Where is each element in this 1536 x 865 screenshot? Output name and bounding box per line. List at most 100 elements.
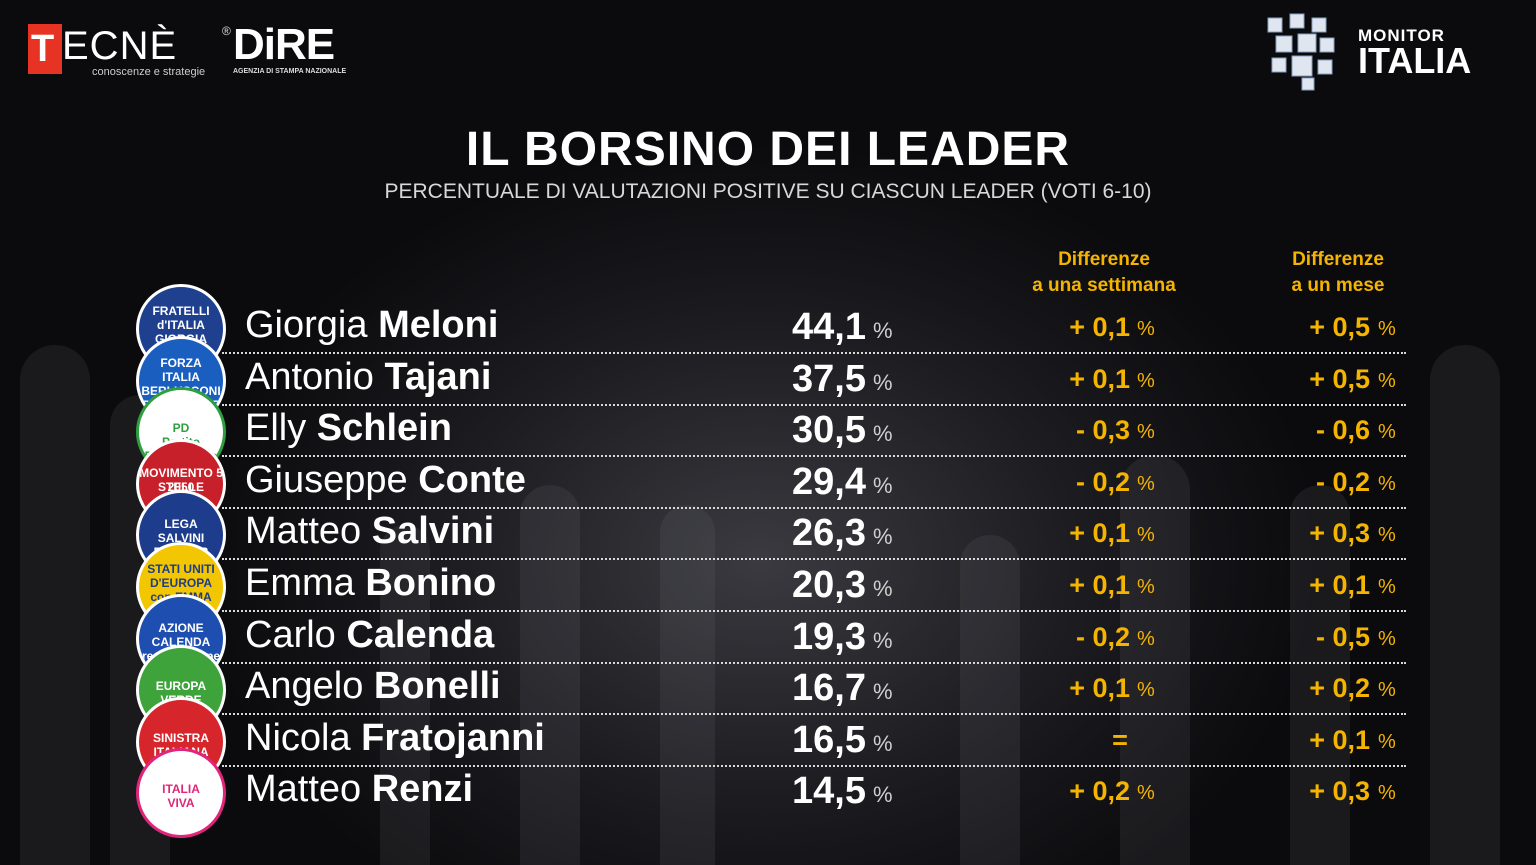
table-row: Nicola Fratojanni 16,5% = + 0,1% bbox=[0, 715, 1536, 767]
leader-last-name: Salvini bbox=[371, 510, 495, 553]
approval-value: 16,5 bbox=[792, 718, 866, 761]
table-row: Matteo Salvini 26,3% + 0,1% + 0,3% bbox=[0, 508, 1536, 560]
diff-month-value: + 0,1 bbox=[1309, 570, 1370, 600]
leader-name: Carlo Calenda bbox=[245, 612, 494, 658]
leader-name: Emma Bonino bbox=[245, 560, 496, 606]
approval-unit: % bbox=[873, 472, 893, 498]
approval-unit: % bbox=[873, 524, 893, 550]
diff-week-unit: % bbox=[1137, 679, 1155, 702]
leader-first-name: Giuseppe bbox=[245, 458, 408, 501]
party-logo-text: FRATELLI bbox=[152, 304, 210, 318]
diff-week-value: - 0,2 bbox=[1075, 466, 1130, 497]
table-row: Giuseppe Conte 29,4% - 0,2% - 0,2% bbox=[0, 457, 1536, 509]
diff-month-unit: % bbox=[1378, 318, 1396, 340]
leader-last-name: Renzi bbox=[371, 768, 474, 811]
leader-first-name: Elly bbox=[245, 407, 307, 450]
diff-week-unit: % bbox=[1137, 472, 1155, 495]
party-logo-text: CALENDA bbox=[151, 634, 211, 649]
leader-last-name: Bonelli bbox=[373, 665, 501, 708]
diff-month-unit: % bbox=[1378, 472, 1396, 495]
diff-week-unit: % bbox=[1137, 369, 1155, 392]
tecne-mark: T bbox=[31, 28, 55, 70]
table-row: Matteo Renzi 14,5% + 0,2% + 0,3% bbox=[0, 766, 1536, 818]
approval-unit: % bbox=[873, 679, 893, 705]
party-logo-text: LEGA bbox=[164, 517, 198, 532]
party-logo-text: D'EUROPA bbox=[150, 576, 212, 590]
table-row: Antonio Tajani 37,5% + 0,1% + 0,5% bbox=[0, 354, 1536, 406]
leader-name: Elly Schlein bbox=[245, 405, 452, 451]
leader-last-name: Conte bbox=[418, 458, 526, 501]
dire-tagline: AGENZIA DI STAMPA NAZIONALE bbox=[233, 68, 347, 75]
diff-month-value: + 0,5 bbox=[1309, 312, 1370, 342]
tecne-tagline: conoscenze e strategie bbox=[92, 66, 206, 78]
diff-month-unit: % bbox=[1378, 369, 1396, 392]
leader-name: Matteo Salvini bbox=[245, 508, 494, 554]
table-row: Elly Schlein 30,5% - 0,3% - 0,6% bbox=[0, 405, 1536, 457]
column-header-week-line1: Differenze bbox=[1058, 249, 1150, 270]
diff-week-value: + 0,2 bbox=[1069, 776, 1130, 807]
diff-month-value: + 0,3 bbox=[1309, 776, 1370, 807]
diff-week-value: - 0,3 bbox=[1075, 415, 1130, 446]
row-separator bbox=[222, 610, 1406, 612]
column-header-month: Differenze a un mese bbox=[1228, 247, 1448, 299]
diff-month-value: - 0,6 bbox=[1315, 415, 1370, 446]
dire-mark: D bbox=[233, 20, 265, 69]
approval-unit: % bbox=[873, 576, 893, 601]
approval-value: 20,3 bbox=[792, 564, 866, 606]
diff-week-unit: % bbox=[1137, 421, 1155, 444]
cubes-icon bbox=[1267, 13, 1335, 91]
leader-last-name: Bonino bbox=[365, 562, 497, 604]
diff-week-unit: % bbox=[1137, 782, 1155, 805]
approval-value: 14,5 bbox=[792, 770, 866, 813]
diff-month-value: + 0,2 bbox=[1309, 673, 1370, 704]
diff-week-value: + 0,1 bbox=[1069, 518, 1130, 549]
dire-wordmark: iRE bbox=[263, 20, 335, 69]
leader-first-name: Angelo bbox=[245, 665, 364, 708]
leader-first-name: Matteo bbox=[245, 510, 362, 553]
table-row: Carlo Calenda 19,3% - 0,2% - 0,5% bbox=[0, 612, 1536, 664]
column-header-month-line2: a un mese bbox=[1291, 275, 1385, 296]
leader-name: Matteo Renzi bbox=[245, 766, 473, 812]
diff-month-value: + 0,5 bbox=[1309, 363, 1370, 394]
column-header-week: Differenze a una settimana bbox=[994, 247, 1214, 299]
party-logo-text: SINISTRA bbox=[152, 730, 209, 745]
party-logo-text: MOVIMENTO 5 STELLE bbox=[139, 465, 223, 494]
approval-value: 16,7 bbox=[792, 667, 866, 710]
party-logo-text: VIVA bbox=[167, 796, 195, 811]
leader-first-name: Nicola bbox=[245, 716, 351, 759]
monitor-line2: ITALIA bbox=[1358, 40, 1472, 81]
party-logo-text: ITALIA bbox=[162, 369, 200, 384]
tecne-logo: T ECNÈ ® conoscenze e strategie bbox=[28, 22, 231, 80]
leader-last-name: Fratojanni bbox=[361, 716, 545, 759]
diff-week-unit: % bbox=[1137, 524, 1155, 547]
leader-last-name: Meloni bbox=[378, 304, 499, 346]
leader-first-name: Emma bbox=[245, 562, 355, 604]
tecne-registered: ® bbox=[222, 24, 231, 38]
diff-week-value: = bbox=[1112, 724, 1128, 755]
party-logo-text: 2050 bbox=[167, 479, 195, 494]
diff-week-value: + 0,1 bbox=[1069, 673, 1130, 704]
row-separator bbox=[222, 403, 1406, 406]
party-logo-text: STATI UNITI bbox=[147, 562, 215, 576]
leader-name: Angelo Bonelli bbox=[245, 663, 501, 709]
party-logo-text: ITALIA bbox=[162, 782, 200, 797]
table-row: Giorgia Meloni 44,1% + 0,1% + 0,5% bbox=[0, 302, 1536, 354]
party-logo-text: SALVINI bbox=[157, 531, 205, 546]
dire-logo: DiRE AGENZIA DI STAMPA NAZIONALE bbox=[233, 20, 347, 78]
leader-last-name: Schlein bbox=[316, 407, 452, 450]
approval-value: 37,5 bbox=[792, 357, 866, 400]
diff-week-unit: % bbox=[1137, 627, 1155, 650]
leader-name: Giorgia Meloni bbox=[245, 302, 498, 348]
diff-month-unit: % bbox=[1378, 679, 1396, 702]
party-logo-text: FORZA bbox=[160, 355, 202, 370]
monitor-line1: MONITOR bbox=[1358, 26, 1445, 45]
approval-value: 19,3 bbox=[792, 615, 866, 658]
party-logo-text: AZIONE bbox=[158, 620, 204, 635]
diff-week-value: + 0,1 bbox=[1069, 570, 1130, 600]
leader-first-name: Matteo bbox=[245, 768, 362, 811]
diff-month-unit: % bbox=[1378, 730, 1396, 753]
diff-month-unit: % bbox=[1378, 782, 1396, 805]
diff-month-unit: % bbox=[1378, 421, 1396, 444]
leader-name: Giuseppe Conte bbox=[245, 457, 526, 503]
